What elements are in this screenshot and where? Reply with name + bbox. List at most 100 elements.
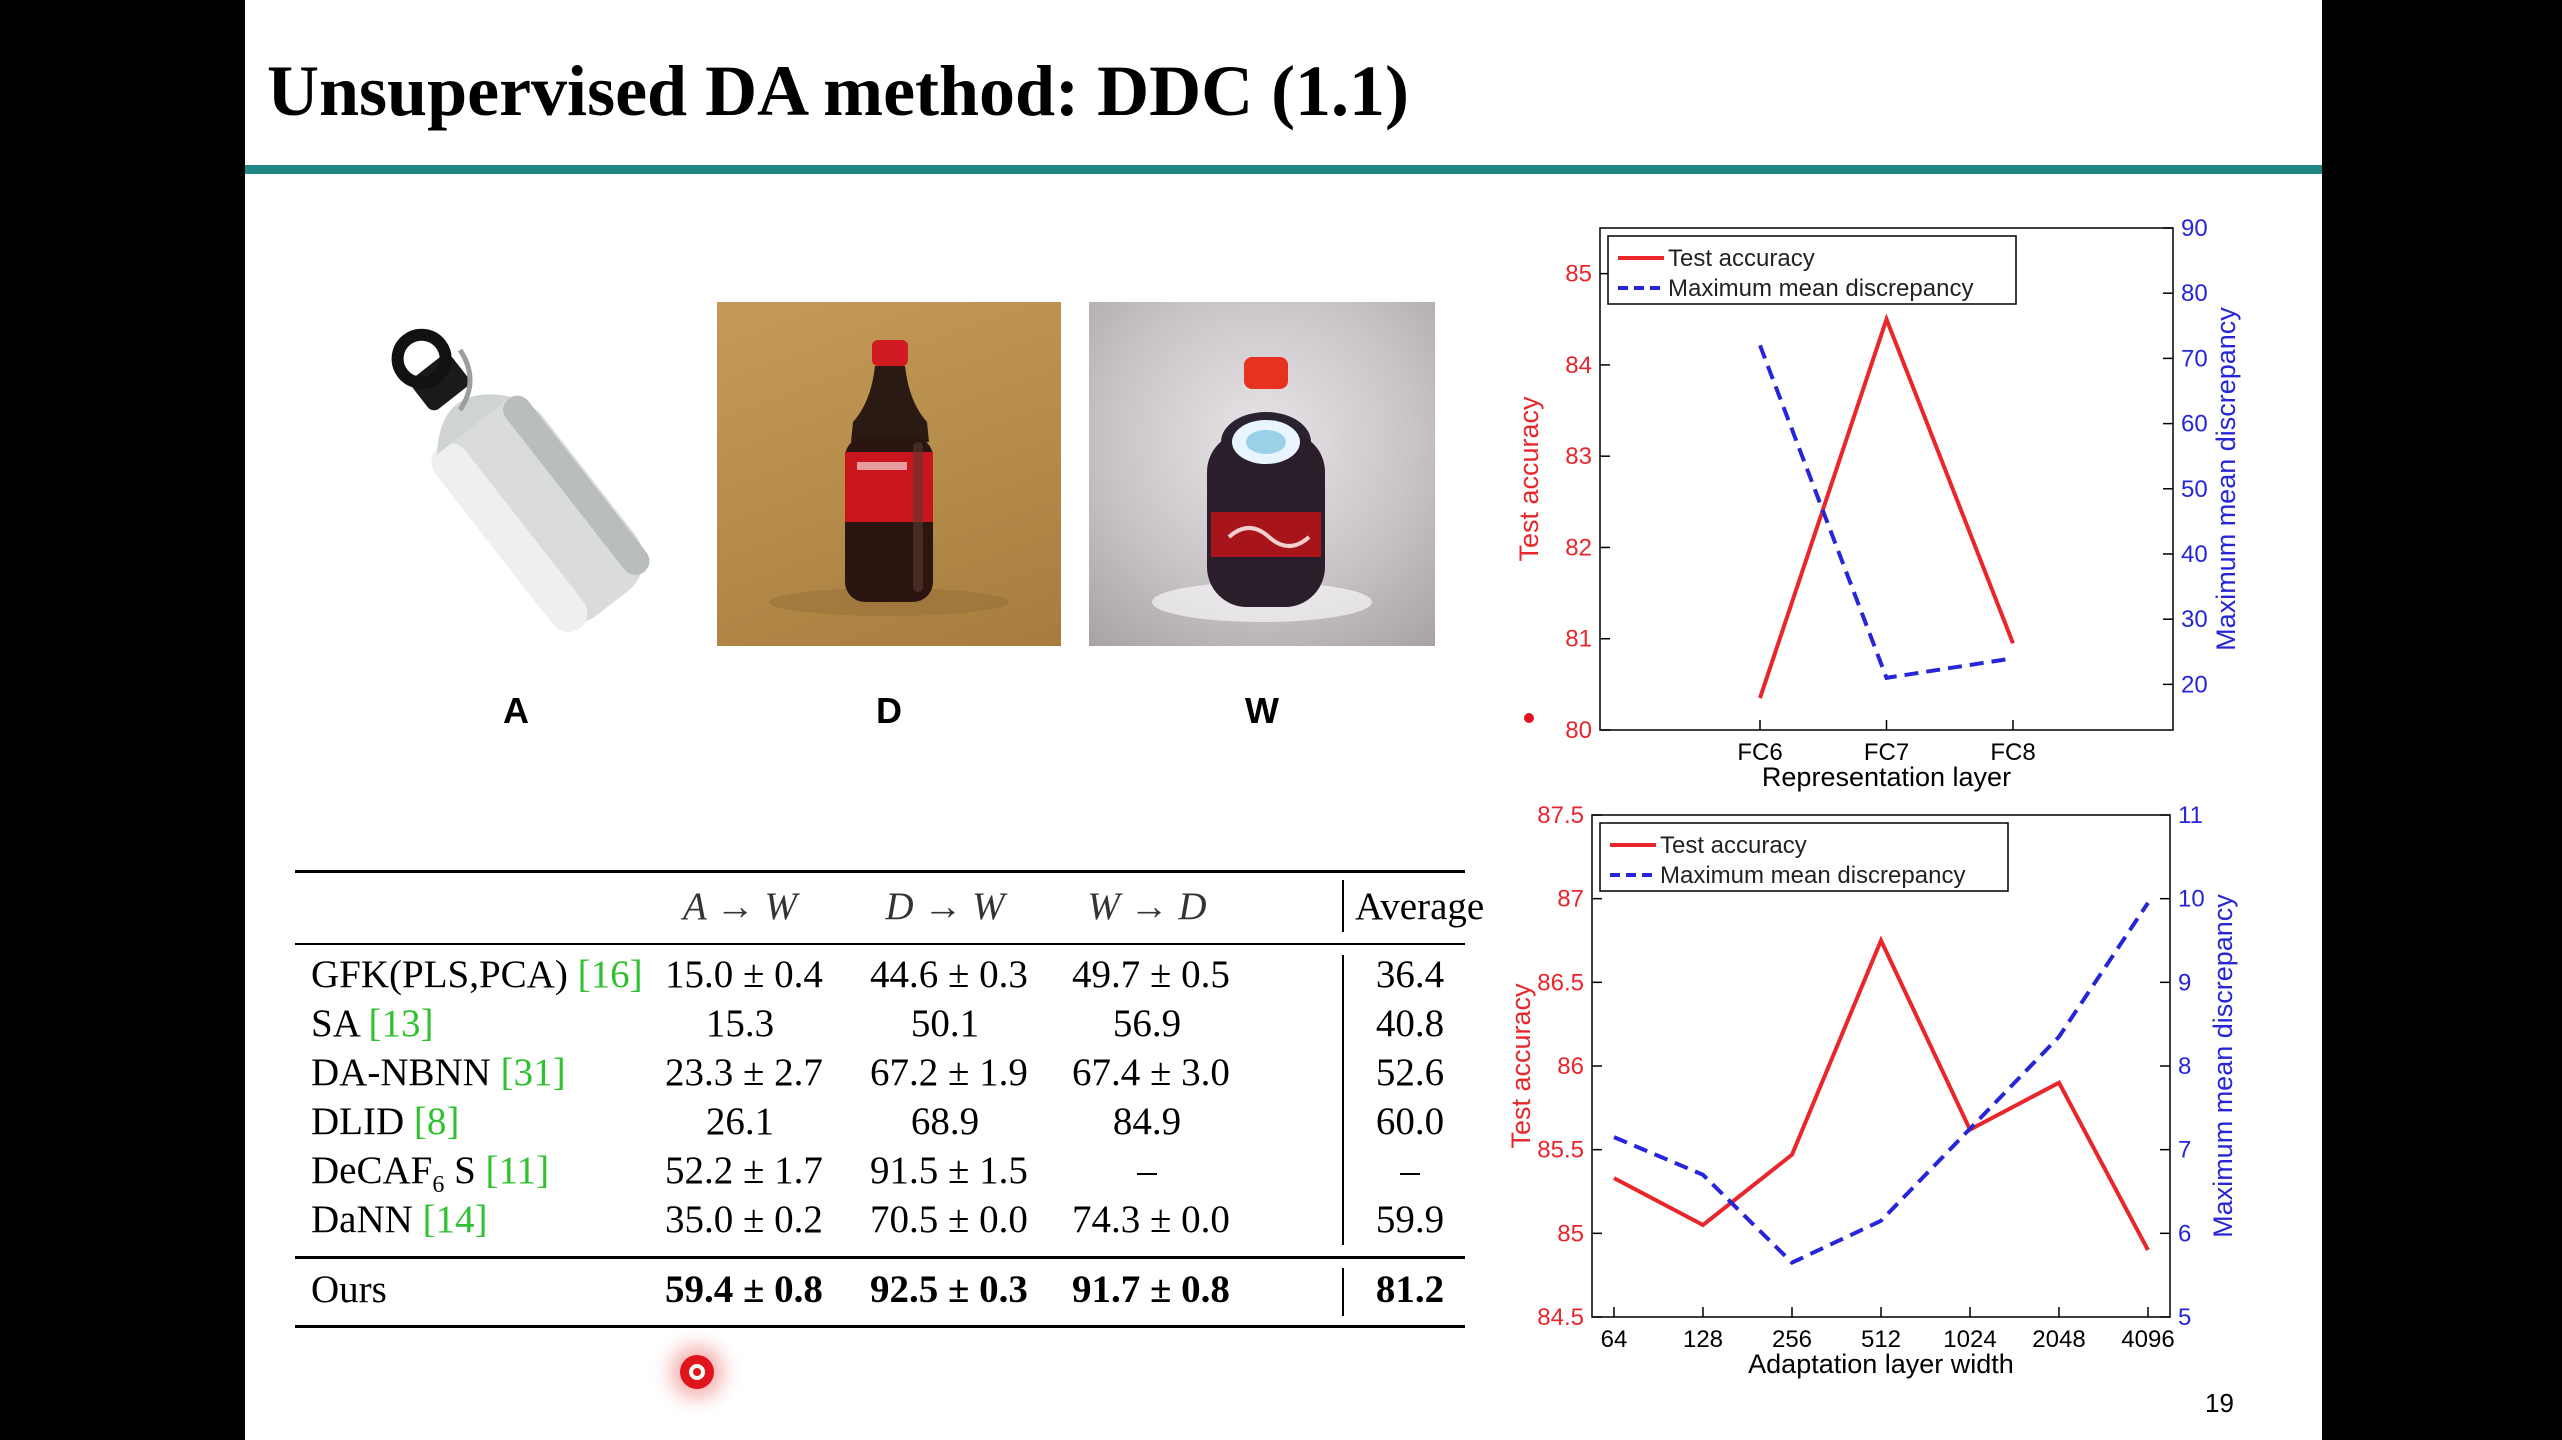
left-axis-label: Test accuracy <box>1506 983 1536 1149</box>
pointer-dot <box>1524 713 1534 723</box>
right-tick-label: 60 <box>2181 411 2208 438</box>
left-tick-label: 87 <box>1557 886 1584 913</box>
left-tick-label: 87.5 <box>1537 802 1584 829</box>
results-table: A → W D → W W → D Average GFK(PLS,PCA) [… <box>295 870 1485 1330</box>
method-name: GFK(PLS,PCA) [16] <box>311 953 643 996</box>
left-tick-label: 85 <box>1557 1220 1584 1247</box>
right-tick-label: 6 <box>2178 1220 2191 1247</box>
citation-link[interactable]: [31] <box>500 1051 566 1094</box>
title-divider <box>245 165 2322 174</box>
cell-a-w: 35.0 ± 0.2 <box>665 1198 823 1241</box>
method-name: DeCAF6 S [11] <box>311 1149 550 1198</box>
image-w-label: W <box>1245 690 1279 731</box>
x-tick-label: FC6 <box>1737 739 1782 766</box>
left-tick-label: 85.5 <box>1537 1137 1584 1164</box>
x-axis-label: Representation layer <box>1762 762 2011 792</box>
cell-w-d: 91.7 ± 0.8 <box>1072 1268 1230 1311</box>
cell-average: 60.0 <box>1375 1100 1445 1143</box>
table-header-rule <box>295 943 1465 945</box>
cell-w-d: 84.9 <box>1112 1100 1182 1143</box>
chart-adaptation-layer-width: 84.5 85 85.5 86 86.5 87 87.5 5 6 7 8 9 10 11 64 128 256 5… <box>1506 802 2238 1379</box>
page-number: 19 <box>2205 1388 2234 1418</box>
image-a-water-bottle <box>350 290 650 650</box>
legend-box <box>1607 235 2017 305</box>
right-tick-label: 9 <box>2178 969 2191 996</box>
right-tick-label: 7 <box>2178 1137 2191 1164</box>
series-mmd-line <box>1758 344 2014 681</box>
cell-a-w: 15.0 ± 0.4 <box>665 953 823 996</box>
x-tick-label: 128 <box>1683 1326 1723 1353</box>
right-axis-label: Maximum mean discrepancy <box>2208 894 2238 1238</box>
right-tick-label: 11 <box>2178 802 2203 829</box>
cell-w-d: 74.3 ± 0.0 <box>1072 1198 1230 1241</box>
right-tick-label: 8 <box>2178 1053 2191 1080</box>
table-col-separator <box>1342 955 1344 1245</box>
cell-w-d: 49.7 ± 0.5 <box>1072 953 1230 996</box>
x-tick-label: FC7 <box>1864 739 1909 766</box>
right-tick-label: 50 <box>2181 476 2208 503</box>
x-tick-label: 4096 <box>2121 1326 2174 1353</box>
series-test-accuracy-line <box>1758 313 2015 699</box>
left-tick-label: 82 <box>1565 534 1592 561</box>
method-name: Ours <box>311 1268 387 1311</box>
right-tick-label: 90 <box>2181 215 2208 242</box>
cell-d-w: 70.5 ± 0.0 <box>870 1198 1028 1241</box>
citation-link[interactable]: [14] <box>422 1198 488 1241</box>
slide: Unsupervised DA method: DDC (1.1) A <box>245 0 2322 1440</box>
legend-label-mmd: Maximum mean discrepancy <box>1668 275 1973 302</box>
cell-a-w: 15.3 <box>705 1002 775 1045</box>
x-tick-label: 2048 <box>2032 1326 2085 1353</box>
x-tick-label: 512 <box>1861 1326 1901 1353</box>
citation-link[interactable]: [11] <box>485 1149 550 1192</box>
method-name: DLID [8] <box>311 1100 460 1143</box>
cell-w-d: – <box>1137 1149 1157 1192</box>
chart-representation-layer: 80 81 82 83 84 85 20 30 40 50 60 70 80 90 FC6 FC7 FC8Rep… <box>1514 215 2241 792</box>
left-tick-label: 86 <box>1557 1053 1584 1080</box>
table-header: A → W <box>682 885 798 928</box>
right-tick-label: 40 <box>2181 541 2208 568</box>
right-tick-label: 30 <box>2181 606 2208 633</box>
image-d-coke-bottle <box>717 302 1061 646</box>
right-tick-label: 80 <box>2181 280 2208 307</box>
citation-link[interactable]: [8] <box>413 1100 460 1143</box>
table-top-rule <box>295 870 1465 873</box>
cell-d-w: 92.5 ± 0.3 <box>870 1268 1028 1311</box>
cell-d-w: 50.1 <box>910 1002 980 1045</box>
x-tick-label: 1024 <box>1943 1326 1996 1353</box>
cell-average: 81.2 <box>1375 1268 1445 1311</box>
table-header: W → D <box>1087 885 1207 928</box>
cell-d-w: 67.2 ± 1.9 <box>870 1051 1028 1094</box>
x-tick-label: 64 <box>1601 1326 1628 1353</box>
cell-a-w: 26.1 <box>705 1100 775 1143</box>
legend-label-accuracy: Test accuracy <box>1660 832 1807 859</box>
cell-d-w: 44.6 ± 0.3 <box>870 953 1028 996</box>
cell-w-d: 67.4 ± 3.0 <box>1072 1051 1230 1094</box>
citation-link[interactable]: [16] <box>577 953 643 996</box>
left-tick-label: 80 <box>1565 717 1592 744</box>
table-header: Average <box>1355 885 1485 928</box>
image-a-label: A <box>503 690 529 731</box>
method-name: DA-NBNN [31] <box>311 1051 566 1094</box>
cell-d-w: 68.9 <box>910 1100 980 1143</box>
cell-a-w: 59.4 ± 0.8 <box>665 1268 823 1311</box>
cell-average: 36.4 <box>1375 953 1445 996</box>
legend-label-accuracy: Test accuracy <box>1668 245 1815 272</box>
left-tick-label: 85 <box>1565 261 1592 288</box>
left-tick-label: 86.5 <box>1537 969 1584 996</box>
table-bottom-rule <box>295 1325 1465 1328</box>
image-d-label: D <box>876 690 902 731</box>
cell-average: 40.8 <box>1375 1002 1445 1045</box>
x-axis-label: Adaptation layer width <box>1748 1349 2014 1379</box>
cell-average: 59.9 <box>1375 1198 1445 1241</box>
x-tick-label: 256 <box>1772 1326 1812 1353</box>
table-col-separator <box>1342 880 1344 932</box>
cell-average: – <box>1400 1149 1420 1192</box>
citation-link[interactable]: [13] <box>368 1002 434 1045</box>
right-tick-label: 5 <box>2178 1304 2191 1331</box>
right-tick-label: 20 <box>2181 671 2208 698</box>
series-mmd-line <box>1613 901 2150 1266</box>
image-w-coke-bottle <box>1089 302 1435 646</box>
method-name: DaNN [14] <box>311 1198 488 1241</box>
slide-title: Unsupervised DA method: DDC (1.1) <box>267 51 1410 131</box>
left-tick-label: 84 <box>1565 352 1592 379</box>
